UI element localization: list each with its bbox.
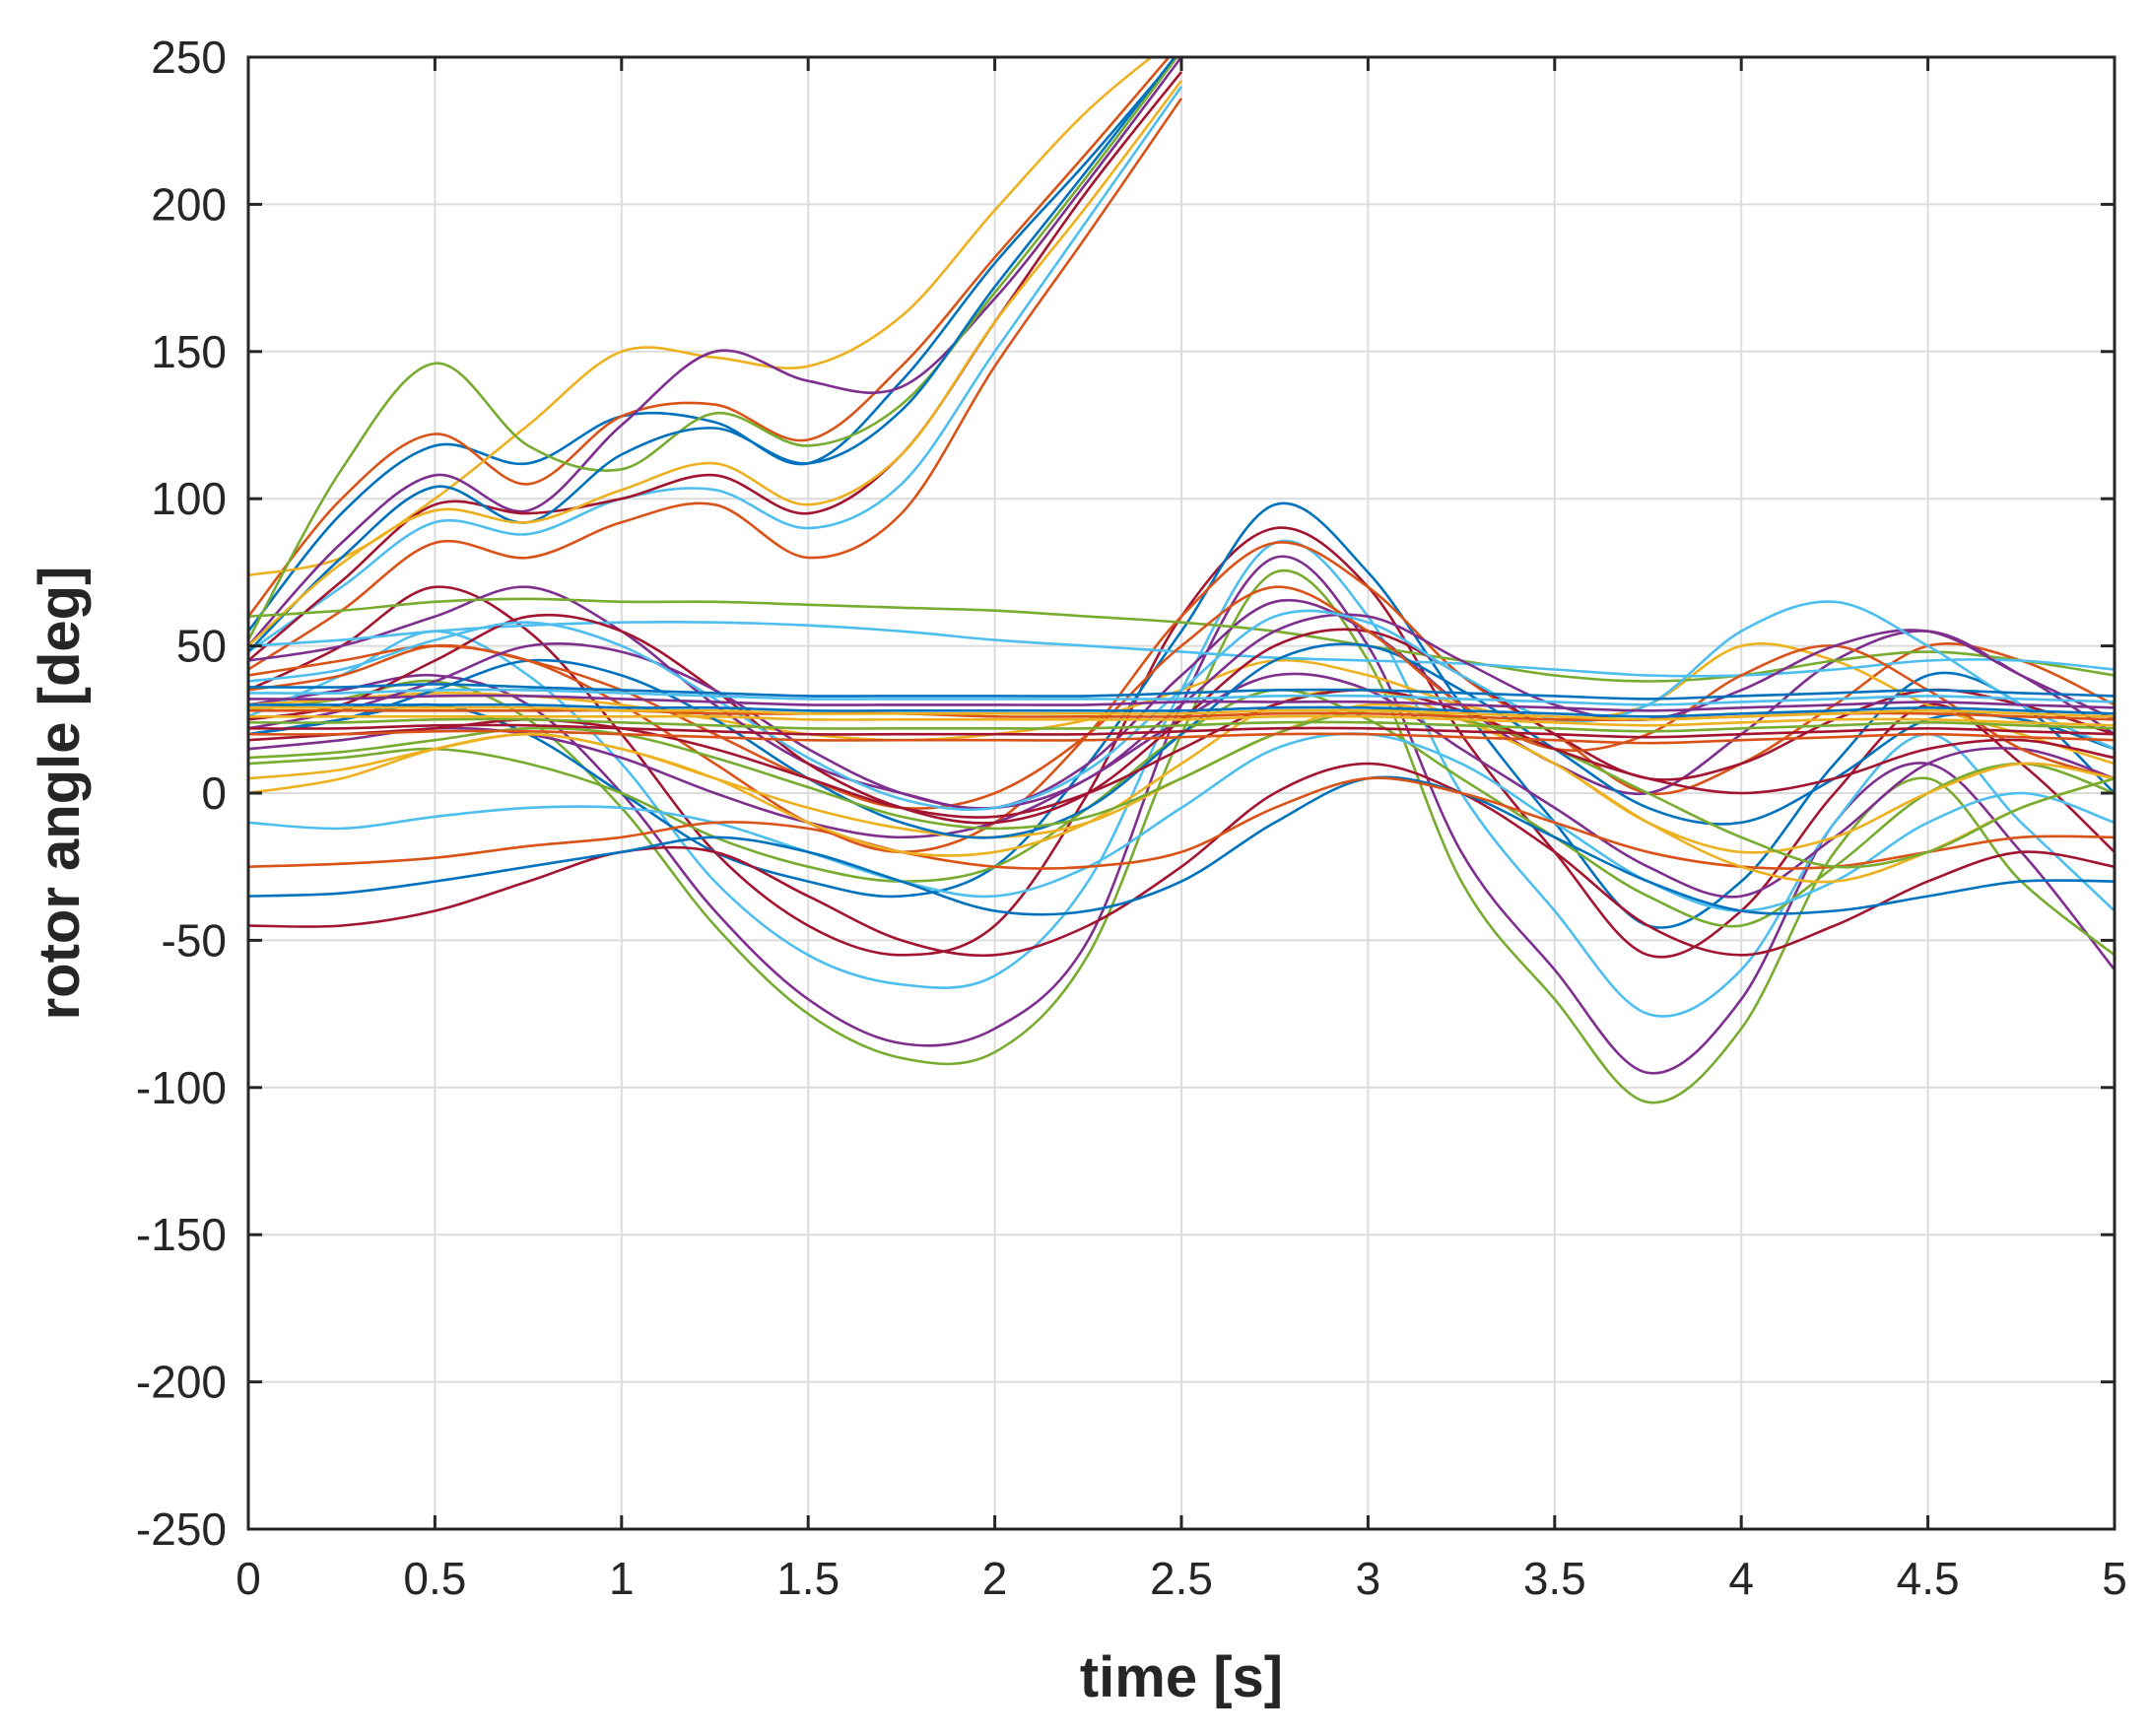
series-line-unstable-2 <box>248 57 1171 618</box>
x-tick-label: 2.5 <box>1150 1553 1213 1604</box>
x-axis-title: time [s] <box>1080 1645 1283 1709</box>
series-line-swing-19 <box>248 642 2115 839</box>
series-line-unstable-5 <box>248 57 1179 641</box>
y-tick-label: 0 <box>201 768 227 819</box>
series-line-unstable-1 <box>248 57 1178 633</box>
series-line-swing-6 <box>248 541 2115 854</box>
series-line-swing-15 <box>248 585 2115 811</box>
series-line-swing-7 <box>248 642 2115 766</box>
x-tick-label: 4.5 <box>1897 1553 1960 1604</box>
series-line-band-5 <box>248 717 2115 733</box>
x-tick-label: 4 <box>1728 1553 1754 1604</box>
x-tick-label: 1 <box>609 1553 635 1604</box>
x-tick-label: 0 <box>235 1553 261 1604</box>
x-tick-label: 0.5 <box>403 1553 466 1604</box>
y-axis-title: rotor angle [deg] <box>28 567 92 1021</box>
x-tick-label: 3.5 <box>1523 1553 1586 1604</box>
y-tick-label: -250 <box>136 1503 227 1555</box>
series-line-swing-4 <box>248 526 2115 959</box>
series-line-unstable-7 <box>248 71 1183 662</box>
y-tick-label: -100 <box>136 1062 227 1113</box>
series-line-band-7 <box>248 723 2115 739</box>
y-tick-label: 50 <box>176 621 227 672</box>
series-line-band-6 <box>248 688 2115 706</box>
series-line-swing-1 <box>248 555 2115 1075</box>
series-line-unstable-4 <box>248 57 1183 647</box>
y-tick-label: -50 <box>162 914 227 966</box>
series-line-band-9 <box>248 729 2115 745</box>
series-line-swing-16 <box>248 597 2115 683</box>
series-line-band-8 <box>248 683 2115 701</box>
series-line-unstable-9 <box>248 98 1183 671</box>
series-line-swing-23 <box>248 708 2115 869</box>
x-tick-label: 5 <box>2102 1553 2127 1604</box>
series-line-swing-20 <box>248 585 2115 810</box>
series-line-swing-11 <box>248 762 2115 958</box>
series-line-swing-22 <box>248 613 2115 810</box>
series-line-unstable-10 <box>248 80 1183 647</box>
series-line-band-1 <box>248 702 2115 718</box>
y-tick-label: 100 <box>151 473 227 524</box>
series-lines <box>248 57 2115 1104</box>
series-line-swing-12 <box>248 775 2115 916</box>
series-line-swing-13 <box>248 776 2115 870</box>
series-line-unstable-6 <box>248 86 1183 653</box>
series-line-unstable-8 <box>248 57 1176 653</box>
y-tick-label: 250 <box>151 32 227 83</box>
x-axis-ticks: 0 0.5 1 1.5 2 2.5 3 3.5 4 4.5 5 <box>235 57 2127 1604</box>
y-tick-label: 200 <box>151 178 227 230</box>
x-tick-label: 3 <box>1356 1553 1381 1604</box>
y-tick-label: -150 <box>136 1209 227 1260</box>
series-line-swing-24 <box>248 600 2115 812</box>
series-line-unstable-3 <box>248 57 1154 577</box>
y-axis-ticks: -250 -200 -150 -100 -50 0 50 100 150 200 250 <box>136 32 2115 1555</box>
series-line-swing-21 <box>248 688 2115 857</box>
series-line-swing-10 <box>248 732 2115 912</box>
y-tick-label: -200 <box>136 1357 227 1408</box>
x-tick-label: 1.5 <box>776 1553 840 1604</box>
series-line-band-4 <box>248 694 2115 712</box>
series-line-swing-17 <box>248 621 2115 678</box>
series-line-band-10 <box>248 705 2115 721</box>
y-tick-label: 150 <box>151 326 227 377</box>
x-tick-label: 2 <box>982 1553 1008 1604</box>
series-line-band-3 <box>248 714 2115 727</box>
series-line-swing-9 <box>248 688 2115 928</box>
